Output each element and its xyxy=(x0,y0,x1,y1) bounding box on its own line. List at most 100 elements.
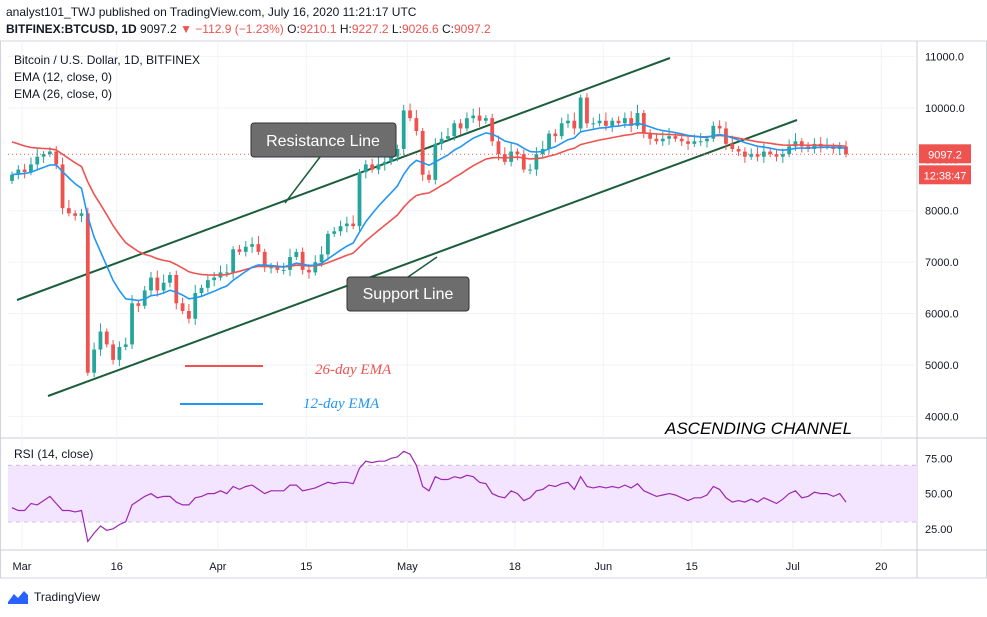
candle xyxy=(35,156,40,165)
footer[interactable]: TradingView xyxy=(8,590,100,604)
ema12-line xyxy=(11,122,847,302)
open-value: 9210.1 xyxy=(299,22,337,36)
candle xyxy=(363,164,368,173)
candle xyxy=(92,349,97,373)
candle xyxy=(376,164,381,170)
candle xyxy=(174,275,179,304)
candle xyxy=(48,151,52,155)
price-tick-label: 4000.0 xyxy=(925,411,959,423)
candle xyxy=(572,120,577,129)
candle xyxy=(117,347,122,360)
candle xyxy=(679,138,684,142)
candle xyxy=(370,164,375,170)
close-label: C: xyxy=(441,22,454,36)
ohlc-bar: BITFINEX:BTCUSD, 1D 9097.2 ▼ −112.9 (−1.… xyxy=(6,22,491,36)
candle xyxy=(465,118,469,129)
candle xyxy=(730,143,735,149)
rsi-tick-label: 25.00 xyxy=(925,524,953,536)
time-tick-label: 20 xyxy=(875,561,887,573)
candle xyxy=(591,123,596,125)
candle xyxy=(326,233,330,255)
candle xyxy=(85,213,90,373)
candle xyxy=(319,254,324,263)
candle xyxy=(16,169,21,175)
candle xyxy=(711,125,716,139)
candle xyxy=(155,277,160,291)
candle xyxy=(22,169,27,173)
candle xyxy=(256,244,261,252)
time-tick-label: 15 xyxy=(300,561,312,573)
candle xyxy=(344,223,349,227)
candle xyxy=(180,303,185,311)
candle xyxy=(458,123,463,129)
rsi-legend: RSI (14, close) xyxy=(14,447,94,461)
chart-title: Bitcoin / U.S. Dollar, 1D, BITFINEX xyxy=(14,53,201,67)
candle xyxy=(452,123,457,137)
time-tick-label: 16 xyxy=(111,561,123,573)
candle xyxy=(705,138,709,142)
time-tick-label: Jun xyxy=(594,561,612,573)
support-pointer xyxy=(407,256,438,278)
candle xyxy=(793,141,798,147)
candle xyxy=(332,231,337,234)
price-badge xyxy=(919,144,971,164)
candle xyxy=(667,136,671,139)
candle xyxy=(168,275,172,283)
candle xyxy=(717,125,722,129)
candle xyxy=(193,293,198,319)
candle xyxy=(780,154,785,157)
candle xyxy=(736,149,741,152)
candle xyxy=(604,120,608,126)
countdown-badge xyxy=(919,165,971,185)
price-change: −112.9 (−1.23%) xyxy=(195,22,284,36)
close-value: 9097.2 xyxy=(453,22,491,36)
price-tick-label: 11000.0 xyxy=(925,51,964,63)
candle xyxy=(768,151,773,155)
price-tick-label: 7000.0 xyxy=(925,257,959,269)
candle xyxy=(357,172,362,227)
candle xyxy=(755,154,760,157)
candle xyxy=(66,208,71,214)
candle xyxy=(641,113,646,134)
candle xyxy=(528,169,532,171)
candle xyxy=(395,149,400,157)
candle xyxy=(288,257,292,270)
time-tick-label: 18 xyxy=(509,561,521,573)
candle xyxy=(161,282,166,291)
time-tick-label: Jul xyxy=(786,561,800,573)
candle xyxy=(294,251,299,257)
candle xyxy=(243,246,248,252)
candle xyxy=(382,161,387,165)
rsi-line xyxy=(11,450,847,543)
ema26-note: 26-day EMA xyxy=(315,362,392,378)
candle xyxy=(566,120,570,124)
support-callout xyxy=(346,276,470,312)
candle xyxy=(79,213,84,216)
candle xyxy=(439,138,444,144)
candle xyxy=(130,303,134,345)
last-price: 9097.2 xyxy=(140,22,177,36)
candle xyxy=(313,262,318,273)
candle xyxy=(73,213,78,216)
candle xyxy=(149,277,153,291)
candle xyxy=(622,118,627,124)
candle xyxy=(275,267,280,270)
candle xyxy=(408,110,412,119)
time-tick-label: May xyxy=(397,561,418,573)
candle xyxy=(673,136,678,139)
candle xyxy=(104,331,109,345)
candle xyxy=(54,151,59,165)
support-line-label: Support Line xyxy=(363,286,454,303)
price-badge-text: 9097.2 xyxy=(928,149,962,161)
candle xyxy=(10,174,14,181)
rsi-tick-label: 50.00 xyxy=(925,489,953,501)
candle xyxy=(547,133,551,149)
price-tick-label: 5000.0 xyxy=(925,360,959,372)
rsi-band xyxy=(8,465,917,522)
candle xyxy=(389,156,393,162)
candle xyxy=(698,141,703,143)
candle xyxy=(761,151,766,157)
resistance-pointer xyxy=(284,156,321,204)
candle xyxy=(205,280,210,288)
